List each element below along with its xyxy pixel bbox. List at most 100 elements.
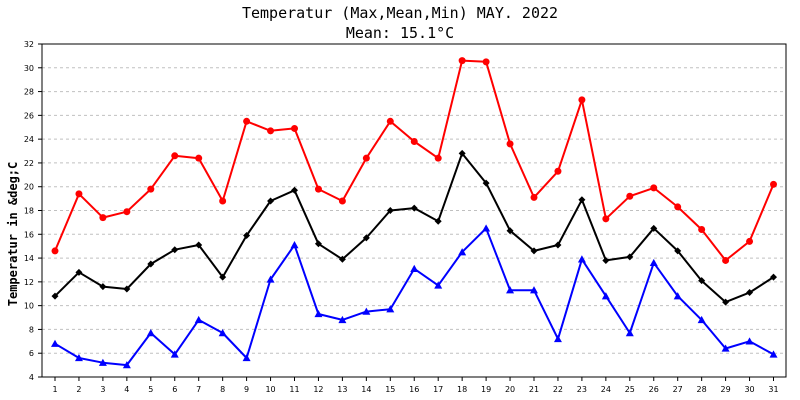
series-max <box>51 57 777 264</box>
data-point-min <box>74 353 83 362</box>
data-point-max <box>51 247 59 255</box>
data-point-mean <box>386 207 394 214</box>
x-tick-label: 25 <box>625 385 635 394</box>
x-tick-label: 11 <box>289 385 299 394</box>
data-point-min <box>386 305 395 313</box>
y-tick-label: 28 <box>24 88 34 97</box>
data-point-min <box>410 264 419 272</box>
x-tick-label: 8 <box>220 385 225 394</box>
data-point-min <box>769 350 778 358</box>
x-tick-label: 6 <box>172 385 177 394</box>
y-tick-label: 8 <box>29 325 34 334</box>
x-tick-label: 17 <box>433 385 443 394</box>
data-point-mean <box>291 186 298 194</box>
x-tick-label: 15 <box>385 385 395 394</box>
data-point-min <box>721 344 730 352</box>
x-tick-label: 12 <box>313 385 323 394</box>
data-point-min <box>218 328 227 337</box>
series-group <box>51 57 778 369</box>
y-tick-label: 18 <box>24 207 34 216</box>
data-point-mean <box>698 277 706 285</box>
series-min <box>51 224 778 369</box>
data-point-max <box>75 190 83 198</box>
data-point-max <box>338 197 346 205</box>
data-point-min <box>194 315 203 324</box>
data-point-min <box>649 258 658 267</box>
x-tick-label: 3 <box>100 385 105 394</box>
data-point-mean <box>99 283 107 291</box>
data-point-mean <box>674 247 682 255</box>
data-point-mean <box>147 260 155 268</box>
data-point-mean <box>458 149 466 157</box>
data-point-max <box>770 180 777 188</box>
x-tick-label: 24 <box>601 385 611 394</box>
data-point-max <box>410 138 418 146</box>
data-point-min <box>697 315 706 324</box>
x-tick-label: 26 <box>649 385 659 394</box>
chart-title: Temperatur (Max,Mean,Min) MAY. 2022 <box>242 4 558 22</box>
chart-subtitle: Mean: 15.1°C <box>346 24 454 42</box>
data-point-min <box>434 281 443 289</box>
data-point-min <box>170 350 179 358</box>
x-tick-label: 5 <box>148 385 153 394</box>
x-tick-label: 28 <box>697 385 707 394</box>
data-point-max <box>506 140 514 148</box>
y-axis-label: Temperatur in &deg;C <box>6 162 20 307</box>
x-tick-label: 10 <box>265 385 275 394</box>
y-tick-label: 32 <box>24 40 34 49</box>
y-tick-label: 14 <box>24 254 34 263</box>
x-axis: 1 2 3 4 5 6 7 8 9 10 11 12 13 14 15 16 17 18 19 20 21 22 23 24 2… <box>52 377 779 394</box>
series-line-min <box>54 227 774 367</box>
data-point-max <box>650 184 658 192</box>
y-tick-label: 22 <box>24 159 34 168</box>
x-tick-label: 20 <box>505 385 515 394</box>
data-point-max <box>458 57 466 65</box>
x-tick-label: 29 <box>721 385 731 394</box>
x-tick-label: 18 <box>457 385 467 394</box>
data-point-mean <box>362 234 370 242</box>
data-point-min <box>242 353 251 362</box>
data-point-min <box>290 240 299 249</box>
y-axis: 4 6 8 10 12 14 16 18 20 22 24 26 28 30 32 <box>24 40 42 382</box>
data-point-max <box>243 117 251 125</box>
data-point-min <box>266 275 275 283</box>
series-line-max <box>54 59 775 262</box>
y-tick-label: 26 <box>24 111 34 120</box>
x-tick-label: 9 <box>244 385 249 394</box>
data-point-mean <box>626 253 634 261</box>
data-point-mean <box>578 196 586 204</box>
data-point-max <box>147 185 155 193</box>
data-point-min <box>506 286 515 294</box>
y-tick-label: 30 <box>24 64 34 73</box>
x-tick-label: 2 <box>76 385 81 394</box>
data-point-min <box>98 358 107 366</box>
data-point-mean <box>482 179 490 187</box>
data-point-max <box>626 192 634 200</box>
x-tick-label: 19 <box>481 385 491 394</box>
data-point-mean <box>602 256 610 264</box>
series-mean <box>51 149 777 306</box>
y-tick-label: 24 <box>24 135 34 144</box>
x-tick-label: 31 <box>768 385 778 394</box>
data-point-max <box>434 154 442 162</box>
data-point-max <box>674 203 682 211</box>
x-tick-label: 23 <box>577 385 587 394</box>
data-point-min <box>482 224 491 232</box>
data-point-max <box>219 197 227 205</box>
data-point-min <box>577 255 586 263</box>
data-point-max <box>99 214 107 222</box>
data-point-max <box>171 152 179 160</box>
data-point-min <box>51 339 59 347</box>
data-point-mean <box>506 227 514 235</box>
data-point-min <box>362 307 371 315</box>
data-point-min <box>338 315 347 324</box>
data-point-min <box>122 361 131 369</box>
data-point-mean <box>123 285 131 293</box>
data-point-min <box>673 292 682 300</box>
x-tick-label: 4 <box>124 385 129 394</box>
x-tick-label: 7 <box>196 385 201 394</box>
data-point-mean <box>195 241 203 249</box>
y-tick-label: 6 <box>29 349 34 358</box>
data-point-mean <box>410 204 418 212</box>
data-point-max <box>746 237 754 245</box>
